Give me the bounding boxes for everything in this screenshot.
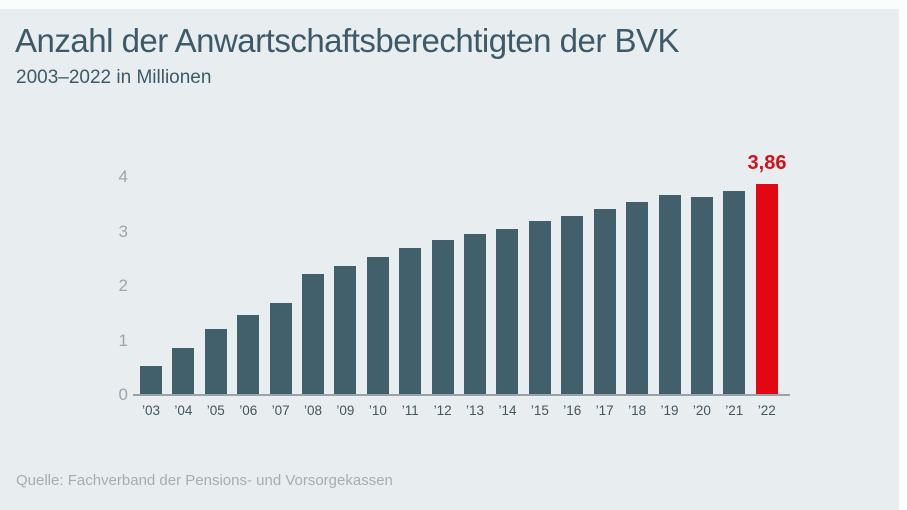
bar (723, 191, 746, 394)
bar (431, 240, 454, 394)
bar (302, 274, 325, 394)
y-tick-label: 3 (118, 221, 128, 241)
y-tick-label: 1 (118, 330, 128, 350)
bar (172, 348, 195, 394)
bar-column: ’11 (395, 160, 425, 418)
x-tick-label: ’17 (595, 403, 614, 418)
bar-column: ’20 (687, 160, 717, 418)
bar (464, 234, 487, 394)
bar-column: ’19 (655, 160, 685, 418)
x-tick-label: ’08 (304, 403, 323, 418)
bar (528, 221, 551, 394)
bar-column: ’22 (752, 160, 782, 418)
bar (399, 248, 422, 394)
bar-column: ’07 (266, 160, 296, 418)
bar-column: ’12 (428, 160, 458, 418)
bar-highlighted (755, 184, 778, 394)
bar-column: ’17 (590, 160, 620, 418)
x-tick-label: ’15 (530, 403, 549, 418)
y-tick-label: 0 (118, 385, 128, 404)
x-tick-label: ’12 (433, 403, 452, 418)
bar (593, 209, 616, 394)
x-tick-label: ’07 (271, 403, 290, 418)
bar-column: ’03 (136, 160, 166, 418)
bar-column: ’04 (168, 160, 198, 418)
bar (140, 366, 162, 394)
bar (269, 303, 292, 394)
bar (204, 329, 227, 394)
bar-plot: ’03 ’04 ’05 ’06 ’07 ’08 ’09 ’10 ’11 ’12 ’13 ’14 ’15 ’… (136, 160, 782, 418)
chart-canvas: Anzahl der Anwartschaftsberechtigten der… (0, 9, 899, 510)
bar-column: ’16 (557, 160, 587, 418)
bar (366, 257, 389, 394)
page-subtitle: 2003–2022 in Millionen (16, 67, 212, 88)
x-tick-label: ’20 (692, 403, 711, 418)
highlight-value-label: 3,86 (747, 152, 787, 174)
bar (626, 202, 649, 394)
page-title: Anzahl der Anwartschaftsberechtigten der… (15, 22, 680, 59)
x-axis-line (133, 394, 790, 396)
x-tick-label: ’13 (466, 403, 485, 418)
x-tick-label: ’21 (725, 403, 744, 418)
bar-column: ’21 (719, 160, 749, 418)
bar (561, 216, 584, 394)
x-tick-label: ’03 (141, 403, 160, 418)
x-tick-label: ’18 (628, 403, 647, 418)
x-tick-label: ’22 (757, 403, 776, 418)
bar (496, 229, 519, 394)
bar-column: ’18 (622, 160, 652, 418)
source-note: Quelle: Fachverband der Pensions- und Vo… (16, 472, 393, 489)
x-tick-label: ’11 (401, 403, 419, 418)
x-tick-label: ’06 (239, 403, 258, 418)
bar-column: ’08 (298, 160, 328, 418)
bar (690, 197, 713, 394)
x-tick-label: ’04 (174, 403, 193, 418)
bar-column: ’13 (460, 160, 490, 418)
x-tick-label: ’16 (563, 403, 582, 418)
bar-column: ’10 (363, 160, 393, 418)
bar (334, 266, 357, 394)
bar (237, 315, 260, 394)
x-tick-label: ’10 (368, 403, 387, 418)
x-tick-label: ’09 (336, 403, 355, 418)
bar-column: ’14 (492, 160, 522, 418)
x-tick-label: ’14 (498, 403, 517, 418)
bar-column: ’05 (201, 160, 231, 418)
bar-column: ’15 (525, 160, 555, 418)
y-tick-label: 4 (118, 167, 128, 186)
bar-column: ’09 (330, 160, 360, 418)
bar (658, 195, 681, 394)
x-tick-label: ’05 (206, 403, 225, 418)
bar-column: ’06 (233, 160, 263, 418)
y-tick-label: 2 (118, 276, 128, 295)
x-tick-label: ’19 (660, 403, 679, 418)
